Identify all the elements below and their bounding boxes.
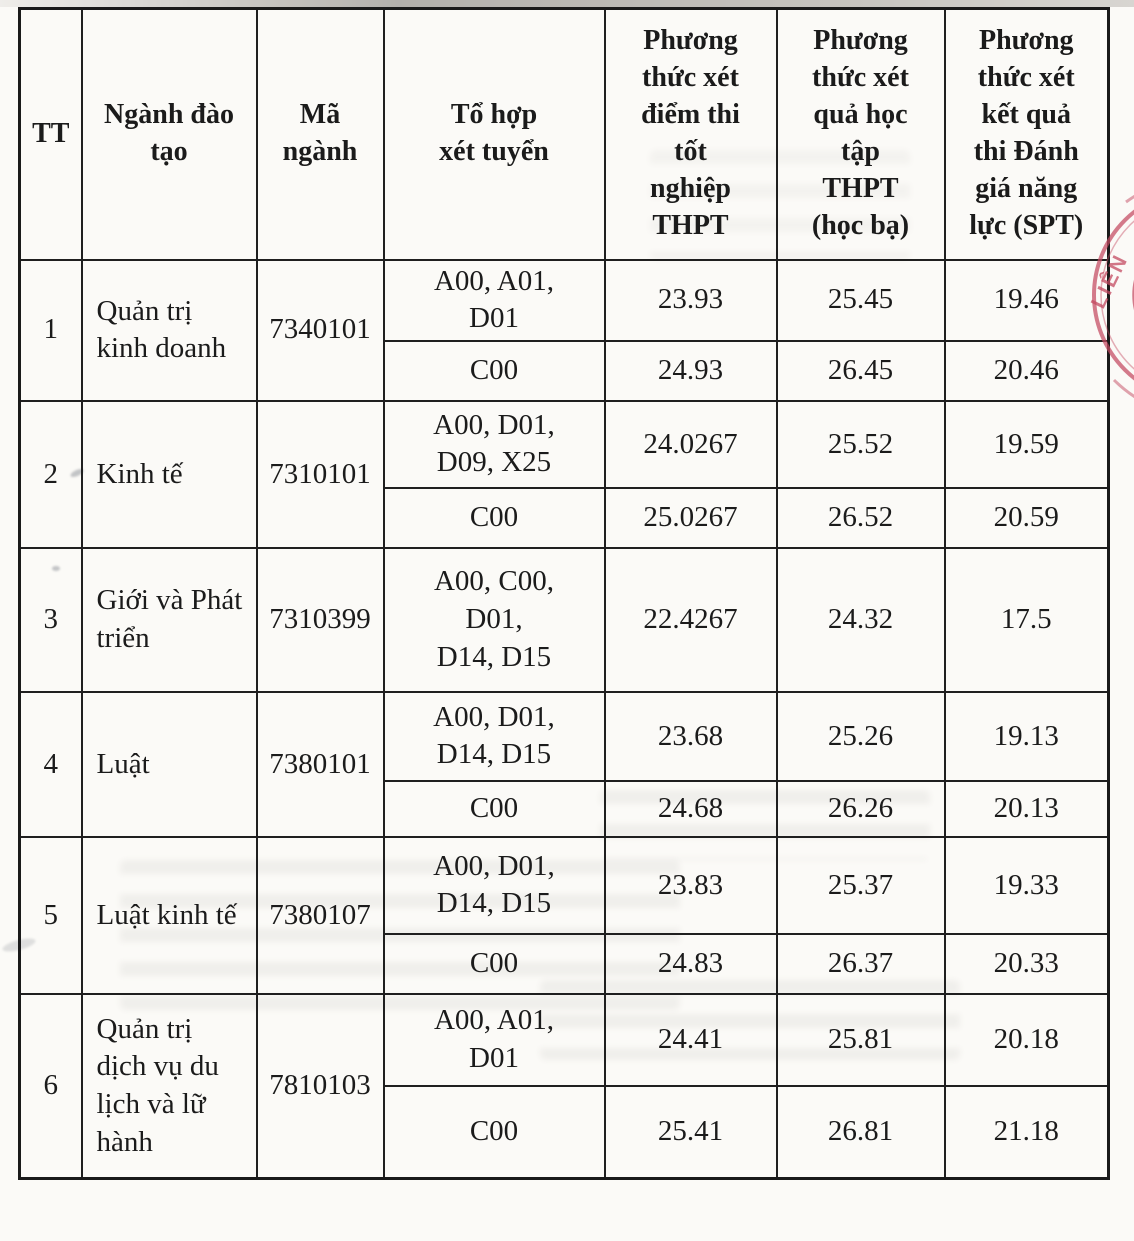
- score-exam: 23.93: [603, 258, 778, 342]
- score-transcript: 25.45: [775, 258, 946, 342]
- header-cell-spt-method: Phương thức xét kết quả thi Đánh giá năn…: [943, 7, 1110, 261]
- scanner-edge-artifact: [0, 0, 1134, 7]
- score-transcript: 25.52: [775, 399, 946, 489]
- score-spt: 20.18: [943, 992, 1110, 1087]
- major-code: 7810103: [255, 992, 385, 1180]
- row-number: 6: [18, 992, 83, 1180]
- table-row: 2 Kinh tế 7310101 A00, D01, D09, X25 24.…: [18, 399, 1110, 549]
- score-exam: 24.83: [603, 932, 778, 995]
- major-code: 7340101: [255, 258, 385, 402]
- score-spt: 19.46: [943, 258, 1110, 342]
- score-spt: 20.13: [943, 779, 1110, 838]
- row-number: 1: [18, 258, 83, 402]
- major-name: Kinh tế: [80, 399, 258, 549]
- score-exam: 24.0267: [603, 399, 778, 489]
- row-number: 4: [18, 690, 83, 838]
- combo-cell: C00: [382, 1084, 606, 1180]
- table-row: C00 25.0267 26.52 20.59: [20, 486, 1110, 549]
- score-exam: 25.0267: [603, 486, 778, 549]
- table-row: 4 Luật 7380101 A00, D01, D14, D15 23.68 …: [18, 690, 1110, 838]
- major-code: 7380101: [255, 690, 385, 838]
- major-code: 7310101: [255, 399, 385, 549]
- score-spt: 17.5: [943, 546, 1110, 693]
- header-cell-exam-method: Phương thức xét điểm thi tốt nghiệp THPT: [603, 7, 778, 261]
- combo-cell: A00, D01, D09, X25: [382, 399, 606, 489]
- major-code: 7310399: [255, 546, 385, 693]
- score-transcript: 26.52: [775, 486, 946, 549]
- table-row: 1 Quản trị kinh doanh 7340101 A00, A01, …: [18, 258, 1110, 402]
- row-number: 2: [18, 399, 83, 549]
- score-exam: 24.93: [603, 339, 778, 402]
- table-row: 5 Luật kinh tế 7380107 A00, D01, D14, D1…: [18, 835, 1110, 995]
- table-row: C00 25.41 26.81 21.18: [20, 1084, 1110, 1180]
- score-spt: 20.33: [943, 932, 1110, 995]
- row-number: 3: [18, 546, 83, 693]
- score-transcript: 26.37: [775, 932, 946, 995]
- combo-cell: A00, D01, D14, D15: [382, 835, 606, 935]
- score-exam: 23.68: [603, 690, 778, 782]
- combo-cell: A00, D01, D14, D15: [382, 690, 606, 782]
- table-row: 3 Giới và Phát triển 7310399 A00, C00, D…: [18, 546, 1110, 693]
- score-spt: 19.59: [943, 399, 1110, 489]
- score-exam: 24.41: [603, 992, 778, 1087]
- major-name: Quản trị kinh doanh: [80, 258, 258, 402]
- score-exam: 24.68: [603, 779, 778, 838]
- score-transcript: 26.26: [775, 779, 946, 838]
- score-exam: 22.4267: [603, 546, 778, 693]
- combo-cell: A00, A01, D01: [382, 258, 606, 342]
- table-row: C00 24.68 26.26 20.13: [20, 779, 1110, 838]
- combo-cell: C00: [382, 779, 606, 838]
- admission-scores-table: TT Ngành đào tạo Mã ngành Tổ hợp xét tuy…: [18, 7, 1110, 1181]
- table-row: C00 24.93 26.45 20.46: [20, 339, 1110, 402]
- score-transcript: 24.32: [775, 546, 946, 693]
- table-header-row: TT Ngành đào tạo Mã ngành Tổ hợp xét tuy…: [18, 7, 1110, 261]
- header-cell-major: Ngành đào tạo: [80, 7, 258, 261]
- combo-cell: C00: [382, 486, 606, 549]
- score-transcript: 26.45: [775, 339, 946, 402]
- score-spt: 21.18: [943, 1084, 1110, 1180]
- score-transcript: 25.26: [775, 690, 946, 782]
- header-cell-combo: Tổ hợp xét tuyển: [382, 7, 606, 261]
- header-cell-tt: TT: [18, 7, 83, 261]
- combo-cell: C00: [382, 932, 606, 995]
- score-exam: 25.41: [603, 1084, 778, 1180]
- score-exam: 23.83: [603, 835, 778, 935]
- score-spt: 20.46: [943, 339, 1110, 402]
- major-name: Giới và Phát triển: [80, 546, 258, 693]
- combo-cell: A00, C00, D01, D14, D15: [382, 546, 606, 693]
- score-transcript: 25.37: [775, 835, 946, 935]
- table-row: 6 Quản trị dịch vụ du lịch và lữ hành 78…: [18, 992, 1110, 1180]
- major-name: Luật: [80, 690, 258, 838]
- combo-cell: A00, A01, D01: [382, 992, 606, 1087]
- major-name: Luật kinh tế: [80, 835, 258, 995]
- header-cell-code: Mã ngành: [255, 7, 385, 261]
- score-transcript: 26.81: [775, 1084, 946, 1180]
- major-code: 7380107: [255, 835, 385, 995]
- score-spt: 20.59: [943, 486, 1110, 549]
- score-spt: 19.33: [943, 835, 1110, 935]
- score-transcript: 25.81: [775, 992, 946, 1087]
- score-spt: 19.13: [943, 690, 1110, 782]
- major-name: Quản trị dịch vụ du lịch và lữ hành: [80, 992, 258, 1180]
- combo-cell: C00: [382, 339, 606, 402]
- row-number: 5: [18, 835, 83, 995]
- header-cell-transcript-method: Phương thức xét quả học tập THPT (học bạ…: [775, 7, 946, 261]
- table-row: C00 24.83 26.37 20.33: [20, 932, 1110, 995]
